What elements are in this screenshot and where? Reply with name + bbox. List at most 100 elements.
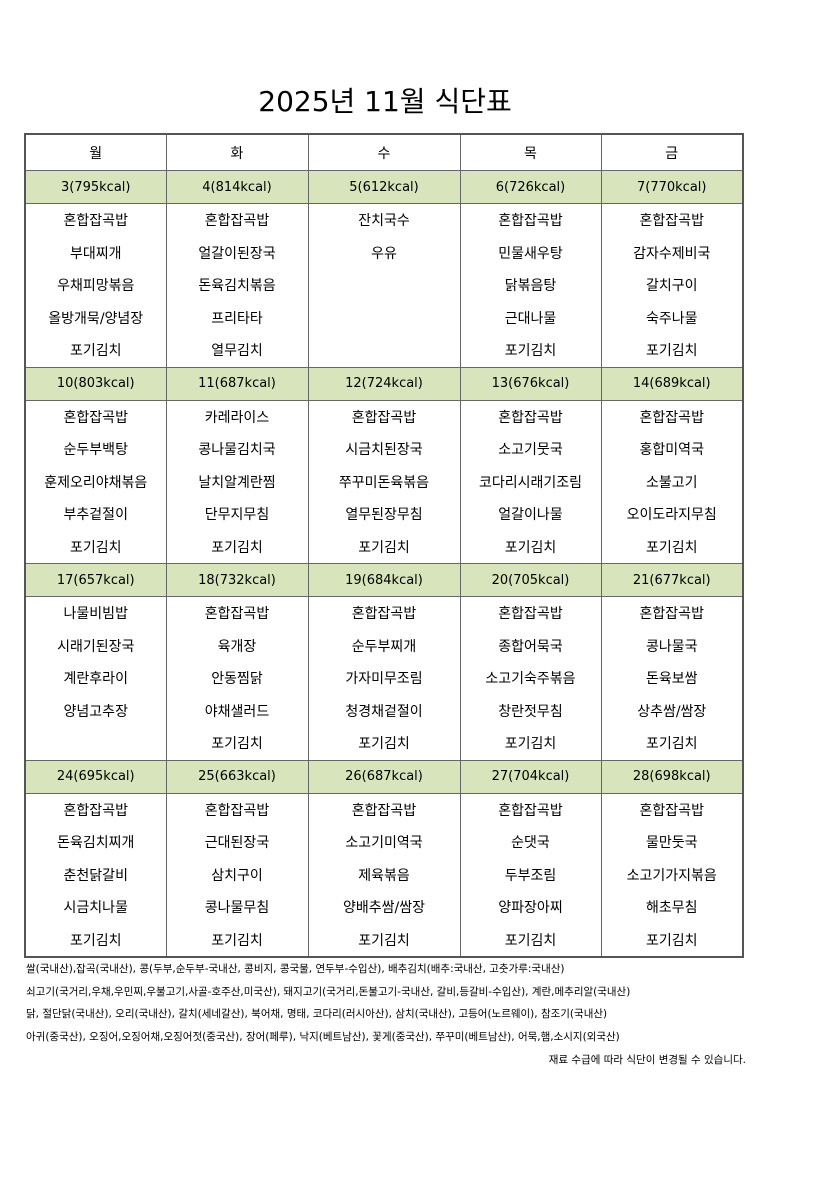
menu-item: 훈제오리야채볶음 (24, 465, 167, 498)
date-row: 10(803kcal) 11(687kcal) 12(724kcal) 13(676k… (24, 366, 744, 401)
menu-row: 포기김치 포기김치 포기김치 포기김치 포기김치 (24, 530, 744, 564)
menu-item: 열무김치 (165, 334, 309, 368)
menu-item: 콩나물김치국 (165, 433, 309, 466)
menu-row: 시래기된장국 육개장 순두부찌개 종합어묵국 콩나물국 (24, 629, 744, 662)
menu-item: 혼합잡곡밥 (307, 793, 461, 826)
menu-row: 혼합잡곡밥 카레라이스 혼합잡곡밥 혼합잡곡밥 혼합잡곡밥 (24, 400, 744, 433)
menu-item: 갈치구이 (600, 269, 744, 302)
menu-item (307, 334, 461, 368)
date-cell: 24(695kcal) (24, 759, 167, 794)
origin-note: 아귀(중국산), 오징어,오징어채,오징어젓(중국산), 장어(페루), 낙지(… (26, 1031, 620, 1044)
menu-item: 근대나물 (459, 301, 602, 334)
menu-row: 부대찌개 얼갈이된장국 우유 민물새우탕 감자수제비국 (24, 236, 744, 269)
menu-row: 올방개묵/양념장 프리타타 근대나물 숙주나물 (24, 301, 744, 334)
date-cell: 4(814kcal) (165, 170, 309, 204)
date-cell: 26(687kcal) (307, 759, 461, 794)
menu-item: 혼합잡곡밥 (307, 596, 461, 630)
menu-item: 포기김치 (459, 334, 602, 368)
menu-item: 혼합잡곡밥 (165, 596, 309, 630)
menu-row: 돈육김치찌개 근대된장국 소고기미역국 순댓국 물만둣국 (24, 826, 744, 859)
date-cell: 6(726kcal) (459, 170, 602, 204)
menu-item: 카레라이스 (165, 400, 309, 433)
menu-item: 소고기숙주볶음 (459, 662, 602, 695)
menu-item: 혼합잡곡밥 (600, 596, 744, 630)
menu-row: 혼합잡곡밥 혼합잡곡밥 잔치국수 혼합잡곡밥 혼합잡곡밥 (24, 203, 744, 237)
menu-row: 포기김치 포기김치 포기김치 포기김치 포기김치 (24, 923, 744, 958)
date-cell: 11(687kcal) (165, 366, 309, 401)
menu-item: 근대된장국 (165, 826, 309, 859)
date-cell: 3(795kcal) (24, 170, 167, 204)
menu-item: 올방개묵/양념장 (24, 301, 167, 334)
menu-item: 부대찌개 (24, 236, 167, 269)
menu-item: 양념고추장 (24, 694, 167, 727)
menu-item: 삼치구이 (165, 858, 309, 891)
menu-item: 포기김치 (600, 923, 744, 958)
menu-item: 포기김치 (459, 530, 602, 564)
menu-row: 부추겉절이 단무지무침 열무된장무침 얼갈이나물 오이도라지무침 (24, 498, 744, 531)
menu-item: 프리타타 (165, 301, 309, 334)
menu-item: 순두부찌개 (307, 629, 461, 662)
menu-item: 혼합잡곡밥 (459, 203, 602, 237)
menu-item (307, 301, 461, 334)
menu-item: 종합어묵국 (459, 629, 602, 662)
menu-item: 포기김치 (600, 530, 744, 564)
menu-item (307, 269, 461, 302)
menu-item: 홍합미역국 (600, 433, 744, 466)
menu-item: 시금치나물 (24, 891, 167, 924)
menu-item: 혼합잡곡밥 (24, 793, 167, 826)
menu-item: 순댓국 (459, 826, 602, 859)
date-row: 3(795kcal) 4(814kcal) 5(612kcal) 6(726kcal)… (24, 170, 744, 204)
date-row: 17(657kcal) 18(732kcal) 19(684kcal) 20(705k… (24, 563, 744, 597)
menu-row: 포기김치 포기김치 포기김치 포기김치 (24, 727, 744, 761)
menu-item: 감자수제비국 (600, 236, 744, 269)
menu-item: 두부조림 (459, 858, 602, 891)
date-cell: 5(612kcal) (307, 170, 461, 204)
menu-item (24, 727, 167, 761)
menu-item: 콩나물국 (600, 629, 744, 662)
menu-item: 숙주나물 (600, 301, 744, 334)
menu-item: 포기김치 (307, 530, 461, 564)
menu-row: 계란후라이 안동찜닭 가자미무조림 소고기숙주볶음 돈육보쌈 (24, 662, 744, 695)
menu-item: 혼합잡곡밥 (165, 203, 309, 237)
menu-item: 청경채겉절이 (307, 694, 461, 727)
menu-item: 포기김치 (459, 727, 602, 761)
menu-item: 계란후라이 (24, 662, 167, 695)
menu-item: 소고기가지볶음 (600, 858, 744, 891)
menu-item: 포기김치 (459, 923, 602, 958)
menu-item: 양배추쌈/쌈장 (307, 891, 461, 924)
menu-item: 안동찜닭 (165, 662, 309, 695)
menu-item: 혼합잡곡밥 (165, 793, 309, 826)
menu-row: 나물비빔밥 혼합잡곡밥 혼합잡곡밥 혼합잡곡밥 혼합잡곡밥 (24, 596, 744, 630)
menu-item: 제육볶음 (307, 858, 461, 891)
menu-item: 소고기미역국 (307, 826, 461, 859)
menu-item: 단무지무침 (165, 498, 309, 531)
day-header: 수 (307, 133, 461, 171)
menu-item: 혼합잡곡밥 (307, 400, 461, 433)
menu-item: 소불고기 (600, 465, 744, 498)
date-row: 24(695kcal) 25(663kcal) 26(687kcal) 27(704k… (24, 759, 744, 794)
menu-item: 부추겉절이 (24, 498, 167, 531)
date-cell: 19(684kcal) (307, 563, 461, 597)
menu-item: 포기김치 (307, 727, 461, 761)
menu-row: 포기김치 열무김치 포기김치 포기김치 (24, 334, 744, 368)
menu-item: 혼합잡곡밥 (600, 400, 744, 433)
menu-item: 육개장 (165, 629, 309, 662)
menu-item: 나물비빔밥 (24, 596, 167, 630)
menu-item: 얼갈이된장국 (165, 236, 309, 269)
menu-item: 양파장아찌 (459, 891, 602, 924)
menu-item: 날치알계란찜 (165, 465, 309, 498)
menu-item: 민물새우탕 (459, 236, 602, 269)
menu-item: 우유 (307, 236, 461, 269)
menu-item: 코다리시래기조림 (459, 465, 602, 498)
menu-item: 우채피망볶음 (24, 269, 167, 302)
menu-item: 닭볶음탕 (459, 269, 602, 302)
menu-item: 포기김치 (165, 923, 309, 958)
day-header: 목 (459, 133, 602, 171)
menu-row: 순두부백탕 콩나물김치국 시금치된장국 소고기뭇국 홍합미역국 (24, 433, 744, 466)
menu-item: 물만둣국 (600, 826, 744, 859)
menu-item: 포기김치 (24, 334, 167, 368)
menu-item: 소고기뭇국 (459, 433, 602, 466)
menu-item: 포기김치 (307, 923, 461, 958)
